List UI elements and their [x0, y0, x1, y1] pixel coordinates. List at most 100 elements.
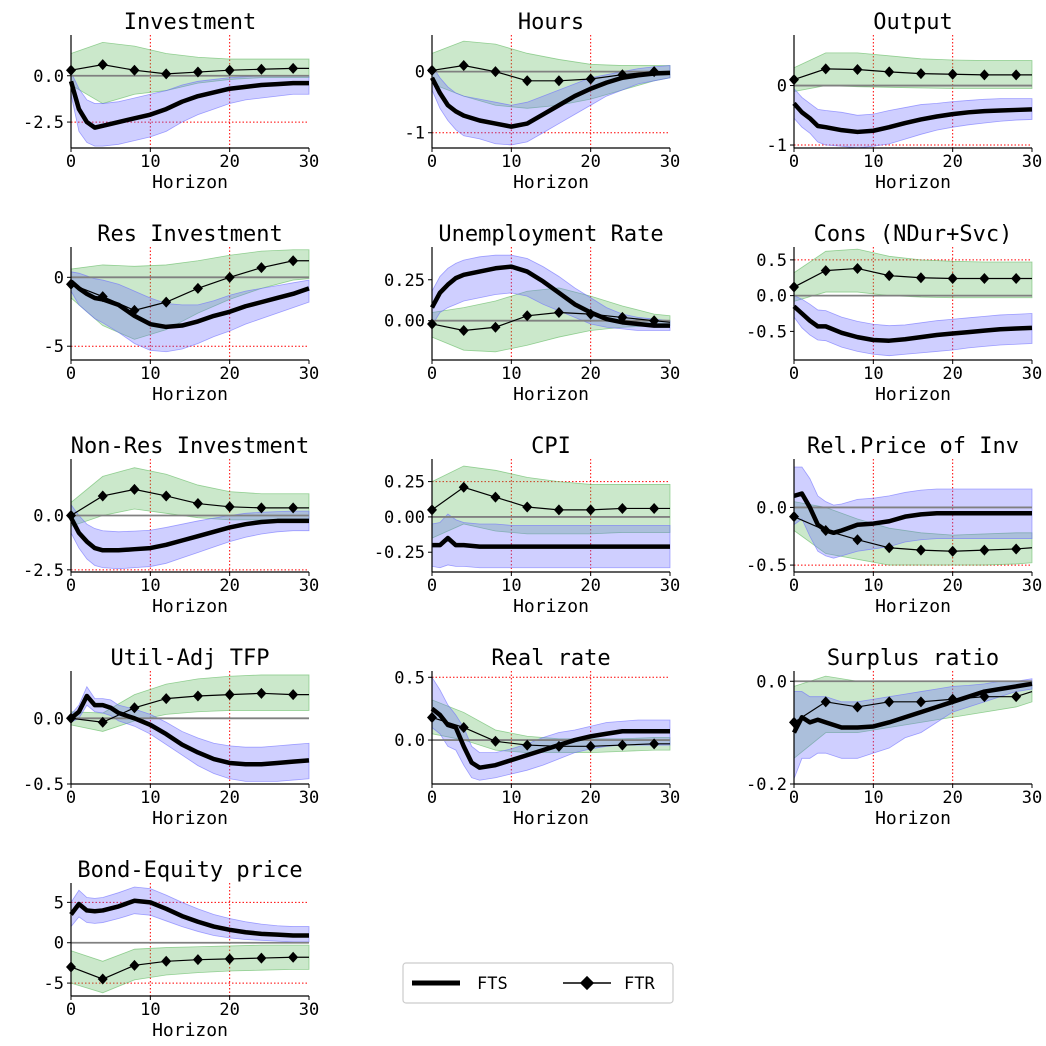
y-tick-label: 0.0: [33, 67, 64, 87]
x-axis-label: Horizon: [875, 172, 951, 193]
y-tick-label: 0.0: [33, 507, 64, 527]
ftr-marker: [553, 75, 564, 87]
fts-band: [793, 87, 1033, 149]
ftr-marker: [490, 321, 501, 333]
x-axis-label: Horizon: [875, 596, 951, 617]
x-tick-label: 30: [660, 152, 680, 172]
ftr-marker: [256, 502, 267, 514]
ftr-band: [793, 52, 1033, 92]
panel-title: Unemployment Rate: [438, 222, 663, 247]
fts-line: [68, 80, 309, 130]
y-tick-label: -0.5: [23, 775, 64, 795]
panel-title: Cons (NDur+Svc): [814, 222, 1013, 247]
x-tick-label: 10: [140, 1000, 160, 1020]
ftr-marker: [97, 291, 108, 303]
y-tick-label: -0.2: [746, 775, 787, 795]
ftr-marker: [490, 735, 501, 747]
ftr-band: [70, 249, 310, 340]
x-tick-label: 0: [789, 788, 799, 808]
ftr-marker: [820, 696, 831, 708]
panel-title: Hours: [518, 10, 584, 35]
y-tick-label: 0.0: [756, 287, 787, 307]
x-tick-label: 10: [501, 152, 521, 172]
ftr-marker: [288, 689, 299, 701]
fts-line: [430, 70, 671, 129]
fts-line: [792, 304, 1033, 343]
y-tick-label: 0.5: [394, 668, 425, 688]
ftr-marker: [585, 308, 596, 320]
ftr-marker: [129, 483, 140, 495]
panel-title: Rel.Price of Inv: [807, 434, 1019, 459]
x-tick-label: 20: [219, 788, 239, 808]
ftr-marker: [97, 59, 108, 71]
ftr-marker: [1011, 543, 1022, 555]
ftr-marker: [522, 739, 533, 751]
x-tick-label: 10: [863, 152, 883, 172]
ftr-marker: [129, 304, 140, 316]
ftr-marker: [97, 490, 108, 502]
ftr-marker: [979, 544, 990, 556]
x-tick-label: 10: [140, 152, 160, 172]
x-tick-label: 30: [1022, 152, 1042, 172]
y-tick-label: 0.0: [756, 498, 787, 518]
ftr-marker: [192, 282, 203, 294]
ftr-marker: [256, 952, 267, 964]
ftr-marker: [224, 501, 235, 513]
x-tick-label: 30: [1022, 576, 1042, 596]
ftr-marker: [585, 504, 596, 516]
ftr-marker: [915, 696, 926, 708]
x-tick-label: 20: [942, 576, 962, 596]
ftr-marker: [979, 69, 990, 81]
ftr-marker: [1011, 69, 1022, 81]
y-tick-label: 0.00: [384, 312, 425, 332]
ftr-marker: [161, 296, 172, 308]
x-tick-label: 0: [427, 576, 437, 596]
ftr-marker: [458, 60, 469, 72]
x-axis-label: Horizon: [152, 596, 228, 617]
ftr-marker: [947, 68, 958, 80]
panel-cons-ndur-svc: 0 10 20 30 0.5 0.0 -0.5 Cons (NDur+Svc) Horizon: [746, 222, 1042, 405]
x-tick-label: 10: [140, 364, 160, 384]
fts-band: [431, 675, 671, 781]
ftr-marker: [522, 75, 533, 87]
x-tick-label: 20: [580, 788, 600, 808]
x-tick-label: 10: [863, 364, 883, 384]
ftr-marker: [947, 272, 958, 284]
ftr-marker: [820, 63, 831, 75]
fts-line: [791, 681, 1033, 734]
y-tick-label: -2.5: [23, 561, 64, 581]
ftr-marker: [129, 959, 140, 971]
fts-line: [792, 101, 1033, 135]
y-tick-label: 0.00: [384, 508, 425, 528]
x-tick-label: 10: [501, 364, 521, 384]
panel-title: Real rate: [491, 646, 610, 671]
ftr-marker: [553, 740, 564, 752]
fts-line: [69, 898, 309, 938]
ftr-marker: [852, 534, 863, 546]
ftr-marker: [947, 693, 958, 705]
ftr-marker: [288, 62, 299, 74]
x-tick-label: 20: [942, 788, 962, 808]
fts-band: [70, 271, 310, 353]
y-tick-label: 0: [777, 77, 787, 97]
x-axis-label: Horizon: [513, 172, 589, 193]
y-tick-label: 0: [54, 934, 64, 954]
ftr-marker: [458, 325, 469, 337]
y-tick-label: -0.5: [746, 556, 787, 576]
ftr-marker: [617, 502, 628, 514]
ftr-band: [70, 944, 310, 994]
ftr-marker: [617, 69, 628, 81]
x-tick-label: 30: [660, 364, 680, 384]
panel-title: Bond-Equity price: [77, 858, 302, 883]
ftr-marker: [852, 701, 863, 713]
ftr-marker: [617, 739, 628, 751]
panel-title: Non-Res Investment: [71, 434, 309, 459]
ftr-marker: [490, 491, 501, 503]
ftr-marker: [820, 265, 831, 277]
ftr-marker: [97, 716, 108, 728]
x-tick-label: 0: [66, 1000, 76, 1020]
x-tick-label: 0: [427, 152, 437, 172]
x-tick-label: 20: [219, 1000, 239, 1020]
